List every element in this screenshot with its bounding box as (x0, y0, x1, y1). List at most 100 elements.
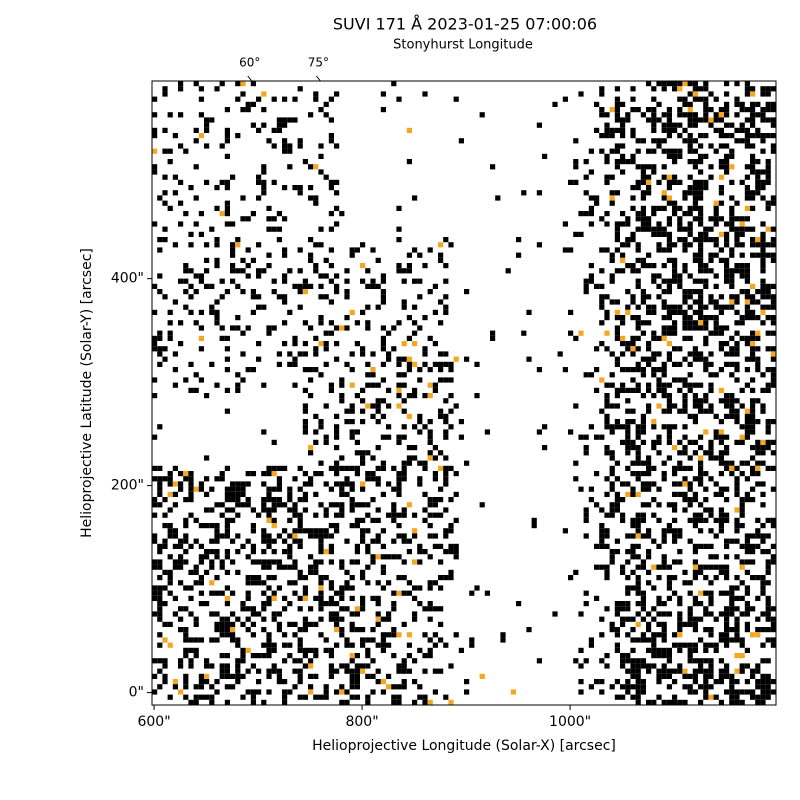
image-pixel (682, 335, 688, 341)
image-pixel (661, 174, 667, 180)
image-pixel (744, 549, 750, 555)
image-pixel (708, 91, 714, 97)
image-pixel (682, 621, 688, 627)
image-pixel (594, 127, 600, 133)
image-pixel (687, 138, 693, 144)
image-pixel (183, 497, 189, 503)
image-pixel (542, 445, 548, 451)
image-pixel (651, 606, 657, 612)
image-pixel (588, 278, 594, 284)
image-pixel (656, 679, 662, 685)
image-pixel (672, 377, 678, 383)
image-pixel (183, 538, 189, 544)
image-pixel (271, 616, 277, 622)
image-pixel (744, 268, 750, 274)
image-pixel (599, 507, 605, 513)
image-pixel (438, 668, 444, 674)
image-pixel (334, 616, 340, 622)
image-pixel (744, 497, 750, 503)
image-pixel (750, 408, 756, 414)
image-pixel (230, 611, 236, 617)
image-pixel (224, 528, 230, 534)
image-pixel (698, 668, 704, 674)
image-pixel (646, 502, 652, 508)
image-pixel (620, 341, 626, 347)
image-pixel (744, 185, 750, 191)
image-pixel (256, 174, 262, 180)
image-pixel (516, 601, 522, 607)
image-pixel (692, 616, 698, 622)
image-pixel (235, 382, 241, 388)
image-pixel (183, 278, 189, 284)
image-pixel (214, 523, 220, 529)
image-pixel (718, 673, 724, 679)
image-pixel (276, 476, 282, 482)
image-pixel (698, 564, 704, 570)
image-pixel (380, 491, 386, 497)
image-pixel (401, 299, 407, 305)
image-pixel (640, 689, 646, 695)
image-pixel (666, 580, 672, 586)
image-pixel (703, 112, 709, 118)
image-pixel (703, 471, 709, 477)
image-pixel (391, 606, 397, 612)
x-tick-label: 1000" (549, 714, 591, 730)
image-pixel (198, 694, 204, 700)
image-pixel (396, 205, 402, 211)
image-pixel (729, 216, 735, 222)
image-pixel (677, 361, 683, 367)
image-pixel (328, 668, 334, 674)
image-pixel (391, 465, 397, 471)
image-pixel (651, 335, 657, 341)
image-pixel (318, 595, 324, 601)
image-pixel (224, 632, 230, 638)
image-pixel (698, 481, 704, 487)
image-pixel (370, 367, 376, 373)
image-pixel (214, 315, 220, 321)
image-pixel (713, 413, 719, 419)
image-pixel (370, 627, 376, 633)
image-pixel (214, 554, 220, 560)
image-pixel (235, 387, 241, 393)
image-pixel (692, 497, 698, 503)
image-pixel (708, 439, 714, 445)
image-pixel (453, 403, 459, 409)
image-pixel (770, 356, 776, 362)
image-pixel (349, 507, 355, 513)
image-pixel (536, 367, 542, 373)
image-pixel (677, 346, 683, 352)
image-pixel (162, 543, 168, 549)
image-pixel (328, 211, 334, 217)
image-pixel (656, 543, 662, 549)
image-pixel (209, 304, 215, 310)
image-pixel (417, 549, 423, 555)
image-pixel (386, 632, 392, 638)
image-pixel (588, 497, 594, 503)
image-pixel (261, 528, 267, 534)
image-pixel (770, 627, 776, 633)
image-pixel (365, 450, 371, 456)
image-pixel (245, 580, 251, 586)
image-pixel (396, 372, 402, 378)
image-pixel (646, 107, 652, 113)
image-pixel (599, 434, 605, 440)
image-pixel (344, 419, 350, 425)
image-pixel (453, 543, 459, 549)
image-pixel (692, 81, 698, 87)
image-pixel (739, 502, 745, 508)
image-pixel (474, 585, 480, 591)
image-pixel (625, 263, 631, 269)
image-pixel (698, 143, 704, 149)
image-pixel (313, 512, 319, 518)
image-pixel (708, 673, 714, 679)
image-pixel (334, 341, 340, 347)
image-pixel (718, 517, 724, 523)
image-pixel (698, 403, 704, 409)
image-pixel (635, 325, 641, 331)
image-pixel (708, 226, 714, 232)
image-pixel (224, 533, 230, 539)
image-pixel (739, 637, 745, 643)
image-pixel (635, 335, 641, 341)
image-pixel (718, 341, 724, 347)
image-pixel (386, 330, 392, 336)
